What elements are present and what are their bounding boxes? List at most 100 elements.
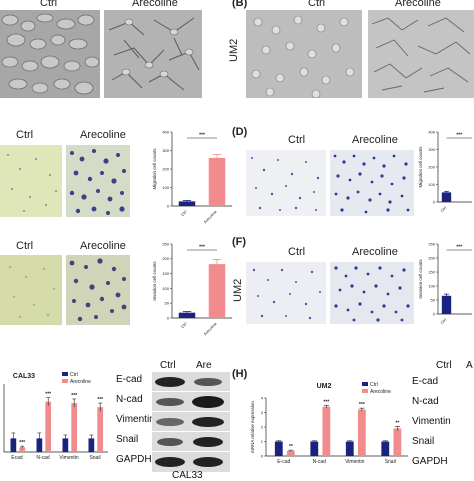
panel-b-ctrl-image bbox=[246, 10, 362, 98]
bar-ctrl-snail bbox=[88, 438, 95, 452]
chart-h-svg: 0 1 2 3 4 mRNA relative expression UM2 ** E-cad *… bbox=[250, 382, 408, 465]
y-tick-label: 100 bbox=[428, 182, 435, 187]
bar-ctrl-ecad bbox=[10, 438, 17, 452]
panel-a-ctrl-label: Ctrl bbox=[40, 0, 58, 9]
chart-g: CAL33 *** Ecad *** N-cad *** Vimentin *** Snail C… bbox=[0, 368, 112, 468]
panel-d-ctrl-label: Ctrl bbox=[288, 134, 306, 146]
chart-e: 0 50 100 150 200 250 Invasion cell counts Ctrl A… bbox=[150, 236, 236, 344]
panel-f-ctrl-image bbox=[246, 262, 326, 324]
wb-right-ctrl-label: Ctrl bbox=[436, 360, 452, 371]
panel-f-treat-image bbox=[330, 262, 414, 324]
bar-arecoline-vimentin bbox=[357, 409, 366, 456]
significance-label: *** bbox=[199, 133, 205, 139]
x-tick-label: E-cad bbox=[277, 459, 290, 465]
wb-left-bands bbox=[152, 372, 230, 472]
bar-ctrl bbox=[178, 201, 196, 206]
y-tick-label: 300 bbox=[162, 148, 169, 153]
wb-left-marker-2: Vimentin bbox=[116, 414, 155, 425]
wb-left-treat-label: Are bbox=[196, 360, 212, 371]
x-tick-label: Ctrl bbox=[439, 205, 447, 213]
bar-arecoline bbox=[208, 157, 226, 206]
bar-arecoline-n-cad bbox=[45, 401, 52, 452]
panel-f-treat-label: Arecoline bbox=[352, 246, 398, 258]
bar-ctrl bbox=[178, 312, 196, 318]
phase-cells-treat-b bbox=[368, 10, 474, 98]
panel-c-treat-image bbox=[66, 145, 130, 217]
panel-b-treat-label: Arecoline bbox=[395, 0, 441, 9]
transwell-treat-d bbox=[330, 150, 414, 216]
panel-f-ctrl-label: Ctrl bbox=[288, 246, 306, 258]
bar-ctrl bbox=[441, 192, 452, 202]
y-tick-label: 0 bbox=[167, 315, 170, 320]
legend-swatch-ctrl bbox=[362, 382, 368, 386]
y-tick-label: 400 bbox=[428, 129, 435, 134]
panel-e-ctrl-label: Ctrl bbox=[16, 240, 34, 252]
x-tick-label: Snail bbox=[385, 459, 396, 465]
y-tick-label: 0 bbox=[167, 203, 170, 208]
wb-left-marker-3: Snail bbox=[116, 434, 139, 445]
legend-swatch-arecoline bbox=[62, 379, 68, 383]
panel-f-letter: (F) bbox=[232, 236, 247, 248]
wb-right-marker-0: E-cad bbox=[412, 376, 439, 387]
chart-f: 0 50 100 150 200 250 Invasion cell counts Ctrl *… bbox=[416, 236, 474, 336]
y-tick-label: 250 bbox=[162, 241, 169, 246]
y-tick-label: 3 bbox=[261, 410, 264, 415]
y-tick-label: 100 bbox=[428, 283, 435, 288]
chart-title: CAL33 bbox=[13, 373, 35, 380]
panel-f-cell-label: UM2 bbox=[232, 278, 244, 302]
phase-cells-ctrl-b bbox=[246, 10, 362, 98]
bar-ctrl bbox=[441, 295, 452, 314]
bar-arecoline-snail bbox=[393, 428, 402, 456]
y-tick-label: 100 bbox=[162, 286, 169, 291]
x-tick-label: N-cad bbox=[36, 455, 50, 461]
y-tick-label: 200 bbox=[162, 166, 169, 171]
y-tick-label: 200 bbox=[162, 256, 169, 261]
panel-a-treat-label: Arecoline bbox=[132, 0, 178, 9]
x-tick-label: Ctrl bbox=[180, 321, 188, 329]
significance-label: *** bbox=[97, 397, 103, 403]
bar-arecoline-n-cad bbox=[322, 406, 331, 456]
y-tick-label: 1 bbox=[261, 439, 264, 444]
chart-f-svg: 0 50 100 150 200 250 Invasion cell counts Ctrl *… bbox=[418, 241, 472, 325]
x-tick-label: N-cad bbox=[313, 459, 327, 465]
x-tick-label: Snail bbox=[89, 455, 100, 461]
chart-d-svg: 0 100 200 300 400 Migration cell counts Ctrl **… bbox=[418, 129, 472, 213]
y-tick-label: 250 bbox=[428, 241, 435, 246]
bar-arecoline-vimentin bbox=[71, 403, 78, 452]
panel-d-ctrl-image bbox=[246, 150, 326, 216]
panel-h-letter: (H) bbox=[232, 368, 248, 380]
wb-right-marker-4: GAPDH bbox=[412, 456, 448, 467]
wb-right-marker-3: Snail bbox=[412, 436, 435, 447]
chart-c-svg: 0 100 200 300 400 Migration cell counts Ctrl Ar… bbox=[152, 129, 232, 225]
y-axis-label: mRNA relative expression bbox=[250, 401, 255, 453]
chart-h: 0 1 2 3 4 mRNA relative expression UM2 ** E-cad *… bbox=[236, 378, 412, 474]
x-tick-label: Ctrl bbox=[439, 317, 447, 325]
y-axis-label: Migration cell counts bbox=[418, 146, 423, 188]
panel-c-ctrl-label: Ctrl bbox=[16, 129, 34, 141]
chart-d: 0 100 200 300 400 Migration cell counts Ctrl **… bbox=[416, 124, 474, 224]
panel-e-ctrl-image bbox=[0, 255, 62, 325]
significance-label: *** bbox=[45, 392, 51, 398]
panel-b-ctrl-label: Ctrl bbox=[308, 0, 326, 9]
x-tick-label: Arecoline bbox=[202, 321, 218, 337]
western-blot-right: Ctrl A E-cad N-cad Vimentin Snail GAPDH bbox=[412, 360, 474, 474]
panel-a-treat-image bbox=[104, 10, 202, 98]
x-tick-label: Vimentin bbox=[345, 459, 365, 465]
transwell-ctrl-f bbox=[246, 262, 326, 324]
chart-g-svg: CAL33 *** Ecad *** N-cad *** Vimentin *** Snail C… bbox=[3, 372, 108, 461]
x-tick-label: Vimentin bbox=[59, 455, 79, 461]
y-tick-label: 150 bbox=[162, 271, 169, 276]
panel-b-cell-label: UM2 bbox=[228, 38, 240, 62]
bar-arecoline-ecad bbox=[19, 447, 26, 452]
wb-left-marker-0: E-cad bbox=[116, 374, 143, 385]
panel-c-ctrl-image bbox=[0, 145, 62, 217]
bar-ctrl-n-cad bbox=[36, 438, 43, 452]
y-tick-label: 0 bbox=[433, 311, 436, 316]
x-tick-label: Ctrl bbox=[180, 209, 188, 217]
wb-left-cell-label: CAL33 bbox=[172, 470, 203, 481]
wb-right-marker-1: N-cad bbox=[412, 396, 439, 407]
transwell-ctrl-c bbox=[0, 145, 62, 217]
panel-d-treat-image bbox=[330, 150, 414, 216]
significance-label: ** bbox=[289, 444, 293, 450]
y-tick-label: 200 bbox=[428, 164, 435, 169]
